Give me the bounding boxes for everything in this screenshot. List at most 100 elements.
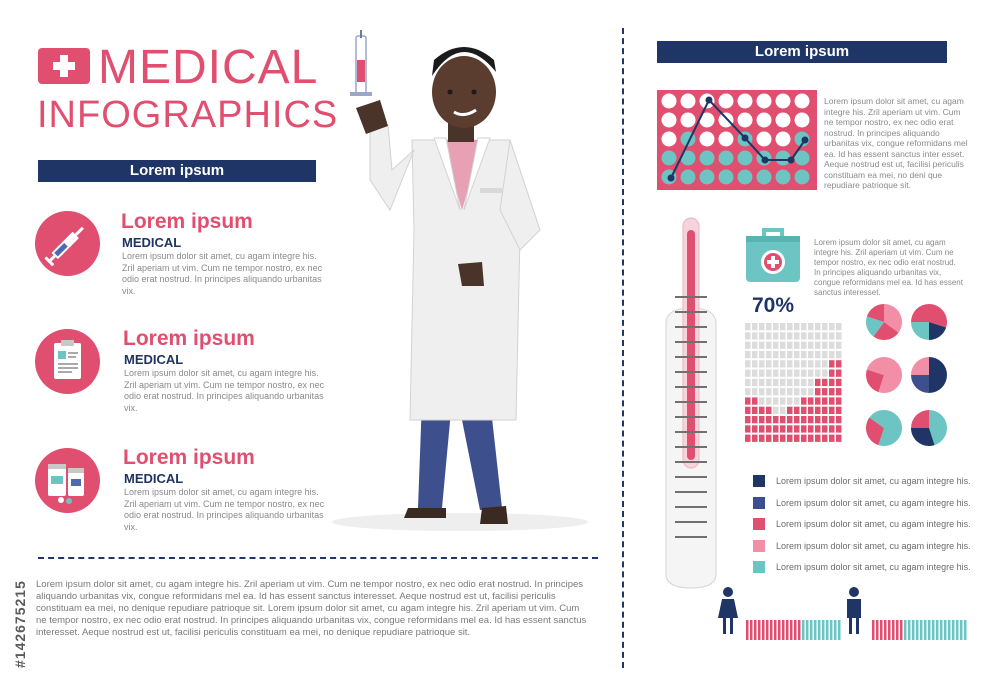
thermometer-tick xyxy=(675,341,707,343)
grid-square xyxy=(787,388,793,396)
grid-square xyxy=(752,332,758,340)
grid-dot xyxy=(756,131,772,147)
grid-square xyxy=(836,350,842,359)
population-stripe xyxy=(948,620,951,640)
grid-dot xyxy=(794,150,810,166)
grid-square xyxy=(759,406,765,414)
grid-square xyxy=(829,416,835,424)
grid-square xyxy=(780,388,786,396)
grid-square xyxy=(745,378,751,387)
grid-square xyxy=(801,388,807,396)
grid-square xyxy=(773,434,779,442)
grid-square xyxy=(815,341,821,349)
pie-slice xyxy=(866,316,884,337)
grid-dot xyxy=(737,93,753,109)
population-stripe xyxy=(928,620,931,640)
grid-dot xyxy=(794,93,810,109)
grid-square xyxy=(801,434,807,442)
grid-square xyxy=(836,378,842,387)
grid-square xyxy=(745,388,751,396)
grid-square xyxy=(822,323,828,331)
thermometer-tick xyxy=(675,401,707,403)
grid-square xyxy=(801,360,807,368)
grid-square xyxy=(794,397,800,405)
grid-dot xyxy=(737,150,753,166)
grid-square xyxy=(787,425,793,433)
legend: Lorem ipsum dolor sit amet, cu agam inte… xyxy=(753,474,971,574)
person-head xyxy=(849,587,859,597)
grid-square xyxy=(780,434,786,442)
grid-square xyxy=(766,388,772,396)
legend-item: Lorem ipsum dolor sit amet, cu agam inte… xyxy=(753,539,971,553)
grid-square xyxy=(752,388,758,396)
legend-item: Lorem ipsum dolor sit amet, cu agam inte… xyxy=(753,474,971,488)
grid-square xyxy=(815,323,821,331)
person-leg xyxy=(723,618,726,634)
population-stripe xyxy=(814,620,817,640)
grid-square xyxy=(766,406,772,414)
grid-square xyxy=(787,416,793,424)
legend-item: Lorem ipsum dolor sit amet, cu agam inte… xyxy=(753,560,971,574)
grid-square xyxy=(808,323,814,331)
grid-square xyxy=(787,434,793,442)
grid-square xyxy=(801,369,807,377)
grid-square xyxy=(801,416,807,424)
grid-square xyxy=(836,360,842,368)
grid-square xyxy=(801,332,807,340)
grid-square xyxy=(759,350,765,359)
population-stripe xyxy=(912,620,915,640)
grid-dot xyxy=(794,169,810,185)
grid-dot xyxy=(775,169,791,185)
grid-square xyxy=(773,341,779,349)
grid-square xyxy=(829,406,835,414)
percent-label: 70% xyxy=(752,294,795,317)
grid-square xyxy=(745,406,751,414)
grid-square xyxy=(808,360,814,368)
grid-dot xyxy=(775,131,791,147)
grid-square xyxy=(829,425,835,433)
grid-square xyxy=(815,360,821,368)
grid-dot xyxy=(680,150,696,166)
item-subtitle: MEDICAL xyxy=(122,235,182,250)
population-stripe xyxy=(880,620,883,640)
trend-point xyxy=(705,96,713,104)
title-infographics: INFOGRAPHICS xyxy=(37,94,339,136)
grid-square xyxy=(836,388,842,396)
trend-point xyxy=(761,156,769,164)
legend-swatch xyxy=(753,518,765,530)
grid-square xyxy=(780,350,786,359)
person-leg xyxy=(730,618,733,634)
grid-square xyxy=(787,332,793,340)
item-title: Lorem ipsum xyxy=(123,446,255,469)
grid-square xyxy=(780,323,786,331)
grid-square xyxy=(829,369,835,377)
thermometer-tick xyxy=(675,326,707,328)
grid-square xyxy=(766,323,772,331)
population-stripe xyxy=(892,620,895,640)
grid-square xyxy=(745,397,751,405)
population-stripe xyxy=(794,620,797,640)
population-stripe xyxy=(924,620,927,640)
grid-square xyxy=(815,397,821,405)
population-stripe xyxy=(810,620,813,640)
grid-square xyxy=(787,378,793,387)
population-stripe xyxy=(774,620,777,640)
pie-slice xyxy=(929,410,947,446)
grid-dot xyxy=(661,112,677,128)
person-head xyxy=(723,587,733,597)
population-stripe xyxy=(908,620,911,640)
grid-square xyxy=(773,416,779,424)
grid-square xyxy=(815,416,821,424)
grid-square xyxy=(801,397,807,405)
grid-square xyxy=(787,406,793,414)
population-stripe xyxy=(920,620,923,640)
grid-square xyxy=(752,434,758,442)
medical-bag-icon xyxy=(746,228,800,282)
population-stripe xyxy=(782,620,785,640)
grid-square xyxy=(773,388,779,396)
grid-square xyxy=(752,369,758,377)
grid-square xyxy=(801,323,807,331)
grid-square xyxy=(773,425,779,433)
grid-square xyxy=(829,378,835,387)
person-body xyxy=(847,599,861,618)
